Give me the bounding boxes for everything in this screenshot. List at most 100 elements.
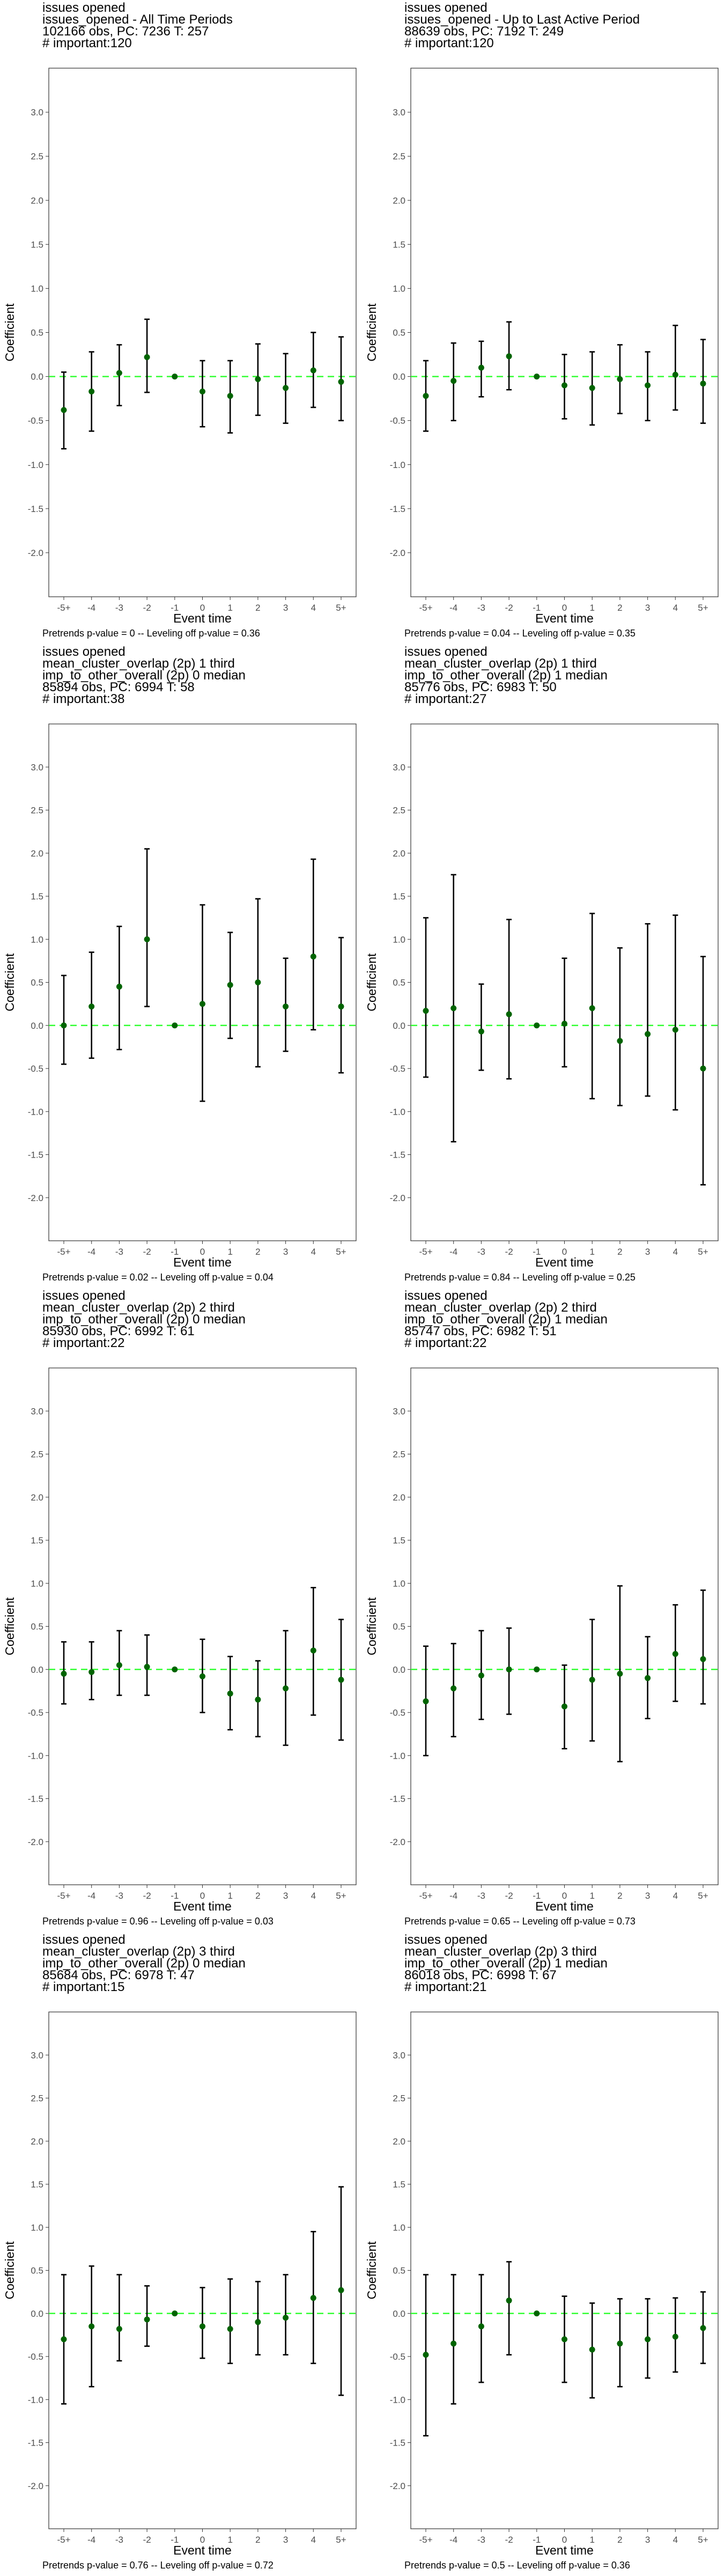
y-tick-label: 3.0 xyxy=(393,1406,405,1416)
point-estimate xyxy=(283,1003,289,1009)
point-estimate xyxy=(255,1696,261,1703)
y-tick-label: -0.5 xyxy=(390,2352,405,2362)
x-tick-label: 4 xyxy=(311,1247,316,1257)
y-tick-label: 1.0 xyxy=(393,1578,405,1589)
chart-title-line: 86018 obs, PC: 6998 T: 67 xyxy=(404,1968,557,1982)
point-estimate xyxy=(506,1011,512,1018)
chart-title-line: # important:120 xyxy=(404,36,494,50)
point-estimate xyxy=(423,1007,429,1014)
x-axis-title: Event time xyxy=(173,1255,232,1269)
y-tick-label: 2.5 xyxy=(31,2094,43,2104)
x-tick-label: -1 xyxy=(533,2535,541,2545)
chart-panel: issues opened mean_cluster_overlap (2p) 2… xyxy=(362,1288,724,1932)
y-tick-label: 0.5 xyxy=(393,1622,405,1632)
y-tick-label: 1.0 xyxy=(31,2222,43,2233)
y-tick-label: 1.5 xyxy=(393,891,405,902)
x-tick-label: -1 xyxy=(171,1247,179,1257)
y-tick-label: 1.5 xyxy=(31,239,43,250)
y-tick-label: 0.0 xyxy=(393,372,405,382)
point-estimate xyxy=(88,388,95,394)
point-estimate xyxy=(450,1685,457,1692)
x-tick-label: -3 xyxy=(477,2535,485,2545)
y-axis-title: Coefficient xyxy=(365,303,379,362)
chart-title-line: 85894 obs, PC: 6994 T: 58 xyxy=(42,680,195,694)
point-estimate xyxy=(227,393,233,399)
chart-title-line: issues opened xyxy=(42,645,125,659)
point-estimate xyxy=(562,1021,567,1027)
x-tick-label: 2 xyxy=(255,2535,260,2545)
y-tick-label: 1.5 xyxy=(393,1535,405,1546)
x-axis-title: Event time xyxy=(173,1899,232,1913)
x-tick-label: 1 xyxy=(227,2535,232,2545)
y-tick-label: 1.0 xyxy=(31,934,43,945)
y-tick-label: -1.5 xyxy=(390,504,405,514)
x-tick-label: -1 xyxy=(171,2535,179,2545)
y-tick-label: 2.0 xyxy=(393,2136,405,2147)
x-tick-label: 1 xyxy=(589,1891,594,1901)
x-tick-label: 0 xyxy=(562,2535,567,2545)
y-tick-label: -1.0 xyxy=(28,2395,43,2405)
x-tick-label: 3 xyxy=(645,2535,650,2545)
x-tick-label: 0 xyxy=(200,1247,205,1257)
x-tick-label: -4 xyxy=(449,603,457,613)
point-estimate xyxy=(562,1703,567,1710)
point-estimate xyxy=(172,1022,178,1029)
y-tick-label: 0.5 xyxy=(31,978,43,988)
point-estimate xyxy=(116,1662,122,1668)
point-estimate xyxy=(172,1666,178,1673)
x-tick-label: 4 xyxy=(311,603,316,613)
plot-frame xyxy=(48,1367,357,1885)
chart-title-line: issues opened xyxy=(404,1,487,15)
y-tick-label: 3.0 xyxy=(31,2050,43,2060)
y-tick-label: 1.5 xyxy=(393,2179,405,2190)
chart-title-line: # important:120 xyxy=(42,36,132,50)
y-axis-title: Coefficient xyxy=(3,1597,17,1656)
point-estimate xyxy=(200,2323,205,2330)
x-tick-label: -2 xyxy=(143,603,151,613)
chart-title-line: imp_to_other_overall (2p) 1 median xyxy=(404,1312,608,1327)
x-tick-label: 1 xyxy=(589,603,594,613)
chart-title-line: 85776 obs, PC: 6983 T: 50 xyxy=(404,680,557,694)
chart-title-line: imp_to_other_overall (2p) 1 median xyxy=(404,668,608,683)
x-tick-label: -4 xyxy=(449,1247,457,1257)
x-tick-label: -5+ xyxy=(57,1891,70,1901)
x-tick-label: -1 xyxy=(171,603,179,613)
y-tick-label: -2.0 xyxy=(28,1837,43,1847)
y-axis-title: Coefficient xyxy=(3,2241,17,2300)
y-tick-label: -0.5 xyxy=(28,1708,43,1718)
y-tick-label: 3.0 xyxy=(31,1406,43,1416)
x-tick-label: -4 xyxy=(449,2535,457,2545)
point-estimate xyxy=(589,385,595,391)
y-tick-label: 2.5 xyxy=(31,1450,43,1460)
point-estimate xyxy=(534,1666,540,1673)
x-tick-label: 2 xyxy=(617,1247,622,1257)
p-value-note: Pretrends p-value = 0.02 -- Leveling off… xyxy=(42,1272,274,1283)
x-tick-label: -5+ xyxy=(419,1891,432,1901)
chart-panel: issues opened mean_cluster_overlap (2p) 1… xyxy=(0,644,362,1288)
x-tick-label: -3 xyxy=(477,1247,485,1257)
p-value-note: Pretrends p-value = 0.84 -- Leveling off… xyxy=(404,1272,636,1283)
y-tick-label: -1.0 xyxy=(28,1751,43,1761)
y-tick-label: 2.0 xyxy=(31,848,43,859)
point-estimate xyxy=(144,1664,150,1670)
y-tick-label: -2.0 xyxy=(390,2481,405,2491)
point-estimate xyxy=(478,2323,484,2330)
point-estimate xyxy=(61,1671,67,1677)
y-tick-label: 0.5 xyxy=(31,328,43,338)
x-tick-label: 5+ xyxy=(698,1891,708,1901)
point-estimate xyxy=(61,2336,67,2343)
point-estimate xyxy=(534,1022,540,1029)
chart-title-line: 102166 obs, PC: 7236 T: 257 xyxy=(42,24,209,39)
point-estimate xyxy=(310,1647,316,1653)
y-tick-label: -1.0 xyxy=(390,460,405,470)
point-estimate xyxy=(338,1677,344,1683)
x-tick-label: -1 xyxy=(533,1247,541,1257)
point-estimate xyxy=(478,364,484,371)
chart-title-line: 85684 obs, PC: 6978 T: 47 xyxy=(42,1968,195,1982)
x-tick-label: -5+ xyxy=(57,1247,70,1257)
x-tick-label: 2 xyxy=(617,2535,622,2545)
x-tick-label: 5+ xyxy=(698,2535,708,2545)
